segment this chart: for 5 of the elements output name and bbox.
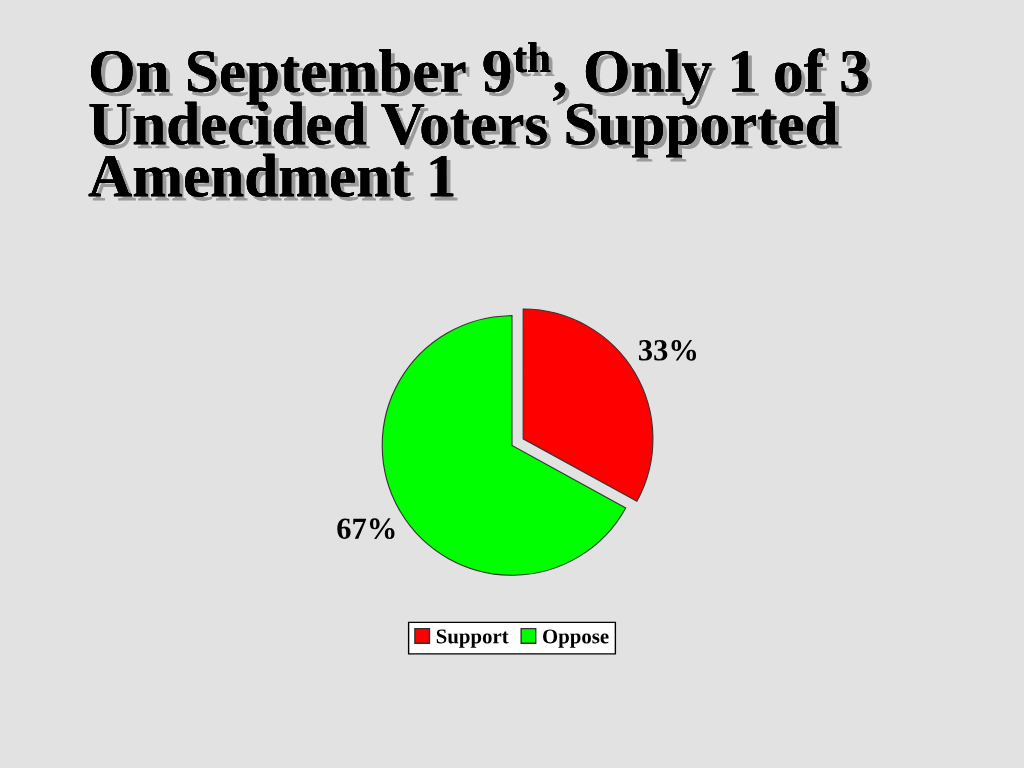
data-label: 67%	[337, 518, 395, 540]
chart-title: On September 9$^{th}$, Only 1 of 3 Undecided Voters Supported Amendment 1	[88, 42, 872, 201]
legend-label: Support	[436, 629, 509, 648]
legend-label: Oppose	[543, 629, 609, 648]
data-label: 33%	[638, 339, 697, 361]
